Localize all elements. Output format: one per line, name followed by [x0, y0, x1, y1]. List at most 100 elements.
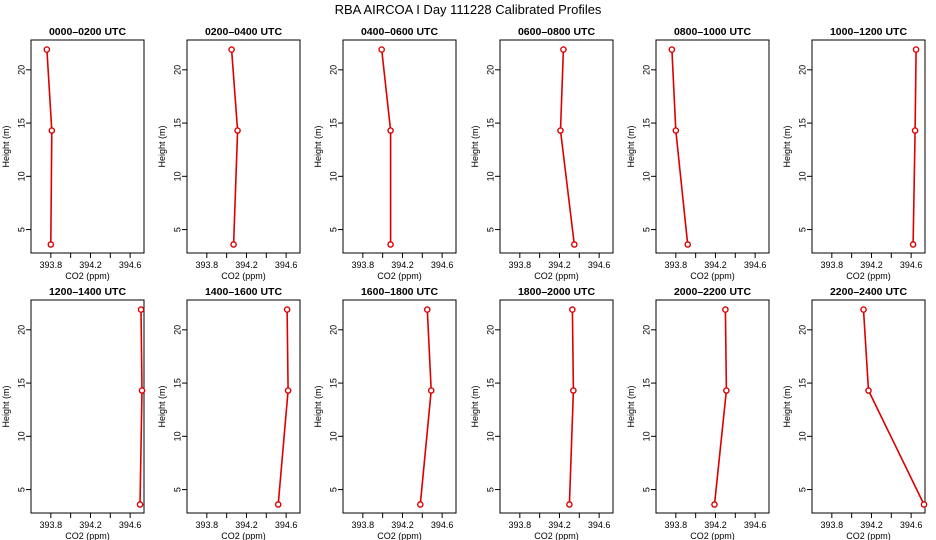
y-axis-label: Height (m): [313, 125, 323, 167]
x-tick-label: 394.2: [860, 520, 883, 530]
profile-line: [139, 309, 143, 505]
panel-title: 1000–1200 UTC: [830, 26, 907, 38]
plot-frame: [30, 39, 145, 254]
panel-5: 0800–1000 UTC 393.8 394.2 394.6 5 10 15 20 CO2 (…: [626, 26, 770, 281]
data-point: [378, 46, 385, 53]
x-tick-label: 394.6: [119, 520, 142, 530]
x-tick-label: 393.8: [509, 260, 532, 270]
data-point: [283, 306, 291, 313]
x-tick-label: 393.8: [821, 520, 844, 530]
y-tick-label: 15: [797, 378, 807, 388]
x-tick-label: 393.8: [665, 520, 688, 530]
y-tick-label: 20: [16, 325, 26, 335]
panel-1: 0000–0200 UTC 393.8 394.2 394.6 5 10 15 20 CO2 (…: [1, 26, 145, 281]
profile-line: [912, 49, 917, 245]
panel-title: 0000–0200 UTC: [49, 26, 126, 38]
y-tick-label: 10: [641, 171, 651, 181]
data-point: [860, 306, 867, 313]
data-point: [423, 306, 431, 313]
plot-frame: [811, 299, 926, 514]
y-axis-label: Height (m): [157, 385, 167, 427]
data-point: [136, 501, 144, 508]
y-tick-label: 5: [16, 487, 26, 492]
y-tick-label: 20: [797, 325, 807, 335]
data-point: [569, 306, 576, 313]
y-axis-label: Height (m): [470, 385, 480, 427]
data-point: [911, 127, 919, 134]
panel-title: 0200–0400 UTC: [205, 26, 282, 38]
x-tick-label: 394.2: [235, 260, 258, 270]
y-tick-label: 10: [16, 431, 26, 441]
data-point: [230, 241, 237, 248]
y-tick-label: 10: [328, 171, 338, 181]
panel-6: 1000–1200 UTC 393.8 394.2 394.6 5 10 15 20 CO2 (…: [782, 26, 926, 281]
x-axis-label: CO2 (ppm): [846, 531, 891, 540]
profile-line: [568, 309, 575, 505]
y-tick-label: 5: [328, 487, 338, 492]
x-tick-label: 394.6: [431, 260, 454, 270]
data-point: [722, 306, 729, 313]
y-axis-label: Height (m): [626, 385, 636, 427]
plot-frame: [342, 39, 457, 254]
data-point: [48, 127, 56, 134]
y-tick-label: 10: [485, 171, 495, 181]
data-point: [668, 46, 676, 53]
y-tick-label: 20: [641, 65, 651, 75]
data-point: [920, 501, 928, 508]
profile-line: [380, 49, 392, 245]
profile-line: [46, 49, 53, 245]
x-axis-label: CO2 (ppm): [846, 271, 891, 281]
y-tick-label: 15: [16, 378, 26, 388]
y-tick-label: 5: [797, 227, 807, 232]
data-point: [912, 46, 920, 53]
x-axis-label: CO2 (ppm): [534, 271, 579, 281]
x-tick-label: 394.6: [431, 520, 454, 530]
data-point: [865, 387, 872, 394]
profile-line: [277, 309, 289, 505]
panel-title: 1600–1800 UTC: [361, 286, 438, 298]
panel-title: 1200–1400 UTC: [49, 286, 126, 298]
data-point: [427, 387, 435, 394]
y-tick-label: 15: [16, 118, 26, 128]
x-axis-label: CO2 (ppm): [221, 531, 266, 540]
y-tick-label: 15: [328, 118, 338, 128]
data-point: [711, 501, 718, 508]
x-tick-label: 394.2: [391, 260, 414, 270]
plot-frame: [655, 299, 770, 514]
profile-line: [671, 49, 689, 245]
x-tick-label: 394.2: [704, 260, 727, 270]
x-tick-label: 394.6: [588, 520, 611, 530]
panel-title: 2000–2200 UTC: [674, 286, 751, 298]
y-tick-label: 20: [797, 65, 807, 75]
y-tick-label: 5: [797, 487, 807, 492]
x-tick-label: 394.2: [548, 260, 571, 270]
x-tick-label: 393.8: [196, 260, 219, 270]
profile-line: [230, 49, 239, 245]
x-axis-label: CO2 (ppm): [534, 531, 579, 540]
panel-8: 1400–1600 UTC 393.8 394.2 394.6 5 10 15 20 CO2 (…: [157, 286, 301, 540]
y-tick-label: 15: [797, 118, 807, 128]
panel-title: 1400–1600 UTC: [205, 286, 282, 298]
data-point: [47, 241, 55, 248]
x-tick-label: 393.8: [509, 520, 532, 530]
panel-3: 0400–0600 UTC 393.8 394.2 394.6 5 10 15 20 CO2 (…: [313, 26, 457, 281]
x-tick-label: 394.2: [79, 260, 102, 270]
data-point: [723, 387, 730, 394]
plot-frame: [186, 39, 301, 254]
y-axis-label: Height (m): [782, 125, 792, 167]
y-tick-label: 10: [16, 171, 26, 181]
x-tick-label: 394.2: [704, 520, 727, 530]
panel-11: 2000–2200 UTC 393.8 394.2 394.6 5 10 15 20 CO2 (…: [626, 286, 770, 540]
plot-frame: [186, 299, 301, 514]
y-tick-label: 15: [328, 378, 338, 388]
x-axis-label: CO2 (ppm): [65, 531, 110, 540]
y-tick-label: 10: [797, 431, 807, 441]
x-tick-label: 394.6: [744, 260, 767, 270]
y-tick-label: 5: [485, 227, 495, 232]
profile-line: [713, 309, 728, 505]
plot-frame: [342, 299, 457, 514]
data-point: [138, 387, 146, 394]
y-axis-label: Height (m): [1, 385, 11, 427]
data-point: [274, 501, 282, 508]
